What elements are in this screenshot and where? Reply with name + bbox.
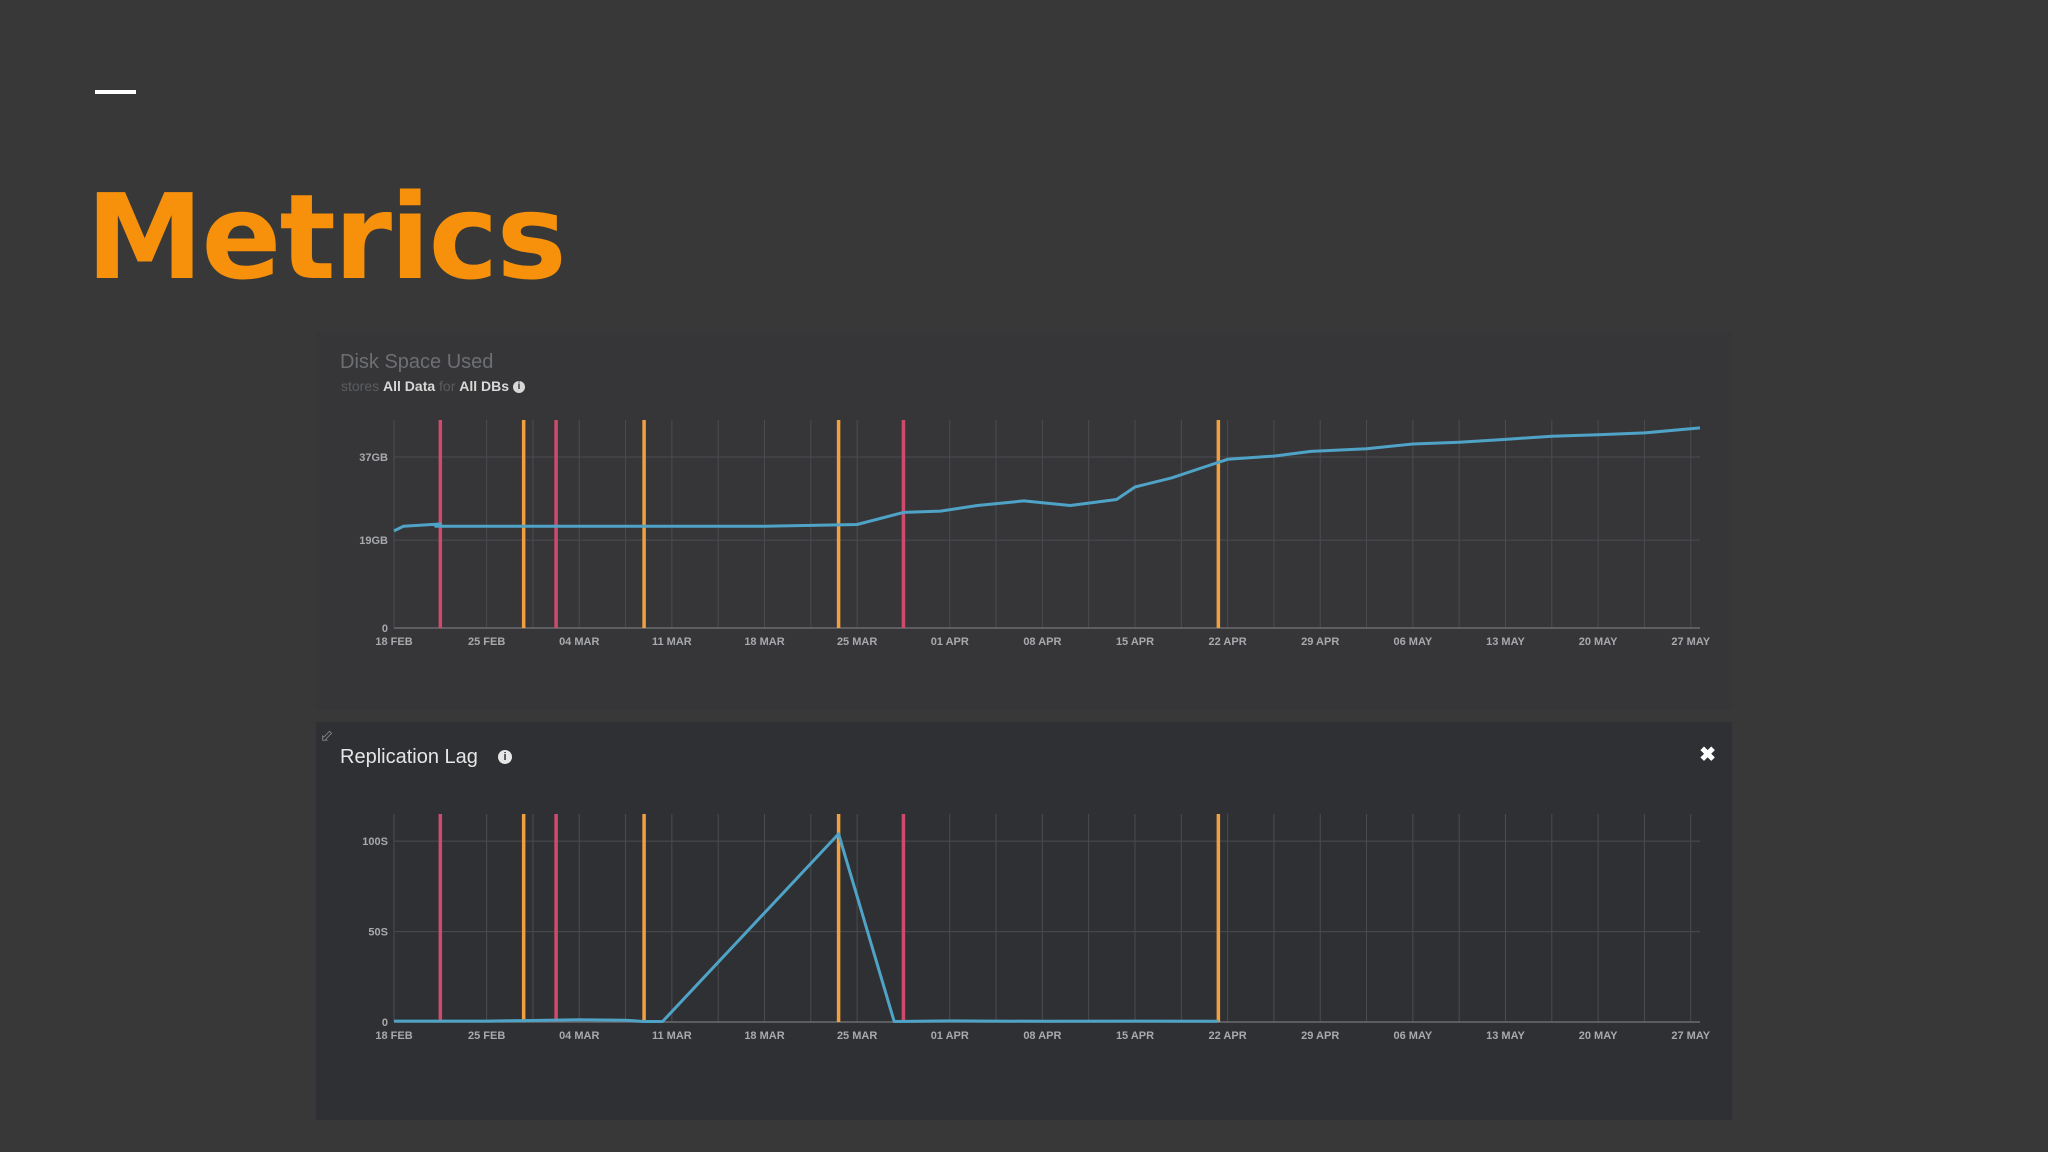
disk-panel-title: Disk Space Used [340, 351, 494, 373]
info-icon[interactable]: i [512, 381, 525, 394]
x-tick-label: 18 FEB [375, 636, 412, 648]
resize-handle-icon[interactable]: ⬃ [320, 728, 334, 745]
x-tick-label: 20 MAY [1579, 1030, 1618, 1042]
x-tick-label: 15 APR [1116, 1030, 1154, 1042]
y-tick-label: 37GB [359, 452, 388, 464]
x-tick-label: 01 APR [931, 1030, 969, 1042]
lag-panel-title: Replication Lag [340, 746, 478, 768]
x-tick-label: 01 APR [931, 636, 969, 648]
close-icon[interactable]: ✖ [1699, 744, 1716, 766]
x-tick-label: 29 APR [1301, 636, 1339, 648]
subtitle-for: for [439, 378, 456, 394]
x-tick-label: 13 MAY [1486, 1030, 1525, 1042]
x-tick-label: 25 MAR [837, 636, 877, 648]
x-tick-label: 08 APR [1023, 1030, 1061, 1042]
x-tick-label: 18 MAR [744, 636, 784, 648]
x-tick-label: 25 FEB [468, 1030, 505, 1042]
slide-title: Metrics [86, 168, 567, 306]
x-tick-label: 04 MAR [559, 636, 599, 648]
slide-dash [95, 90, 136, 94]
series-line [393, 426, 1701, 533]
y-tick-label: 0 [382, 623, 388, 635]
subtitle-prefix: stores [341, 378, 380, 394]
x-tick-label: 18 MAR [744, 1030, 784, 1042]
x-tick-label: 08 APR [1023, 636, 1061, 648]
x-tick-label: 18 FEB [375, 1030, 412, 1042]
x-tick-label: 11 MAR [652, 1030, 692, 1042]
x-tick-label: 06 MAY [1393, 636, 1432, 648]
x-tick-label: 29 APR [1301, 1030, 1339, 1042]
replication-lag-panel: 0 50S 100S 18 FEB 25 FEB 04 MAR 11 MAR 18 MAR 25… [316, 722, 1732, 1120]
replication-lag-chart: 0 50S 100S 18 FEB 25 FEB 04 MAR 11 MAR 18 MAR 25… [362, 814, 1711, 1042]
x-tick-label: 25 MAR [837, 1030, 877, 1042]
info-icon[interactable]: i [498, 750, 512, 764]
x-tick-label: 13 MAY [1486, 636, 1525, 648]
series-line [394, 832, 1219, 1023]
y-tick-label: 19GB [359, 535, 388, 547]
subtitle-data-select[interactable]: All Data [383, 378, 436, 394]
y-tick-label: 100S [362, 836, 388, 848]
y-tick-label: 0 [382, 1017, 388, 1029]
y-tick-label: 50S [368, 927, 388, 939]
x-tick-label: 22 APR [1209, 1030, 1247, 1042]
x-tick-label: 22 APR [1209, 636, 1247, 648]
x-tick-label: 27 MAY [1671, 636, 1710, 648]
disk-panel-subtitle: stores All Data for All DBs i [341, 378, 525, 394]
x-tick-label: 15 APR [1116, 636, 1154, 648]
x-tick-label: 27 MAY [1671, 1030, 1710, 1042]
x-tick-label: 11 MAR [652, 636, 692, 648]
x-tick-label: 25 FEB [468, 636, 505, 648]
x-tick-label: 20 MAY [1579, 636, 1618, 648]
disk-space-panel: 0 19GB 37GB 18 FEB 25 FEB 04 MAR 11 MAR 18 MAR 2… [316, 332, 1732, 710]
x-tick-label: 06 MAY [1393, 1030, 1432, 1042]
subtitle-dbs-select[interactable]: All DBs [459, 378, 510, 394]
disk-space-chart: 0 19GB 37GB 18 FEB 25 FEB 04 MAR 11 MAR 18 MAR 2… [359, 420, 1711, 648]
x-tick-label: 04 MAR [559, 1030, 599, 1042]
